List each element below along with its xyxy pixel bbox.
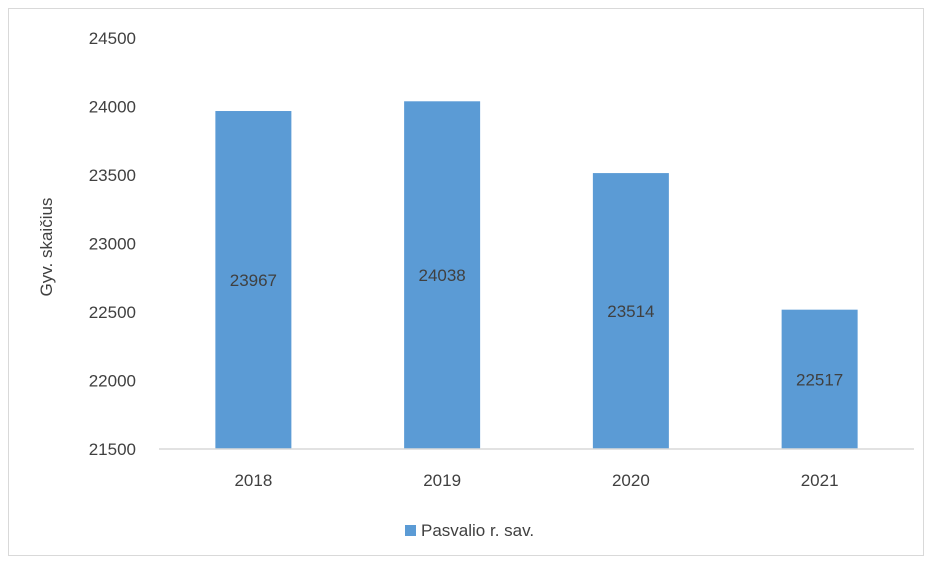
legend-label-pasvalio: Pasvalio r. sav. [421,521,534,540]
legend-swatch [405,525,416,536]
y-tick-label: 21500 [89,440,136,459]
x-tick-label-2018: 2018 [234,471,272,490]
bars: 23967 24038 23514 22517 [215,101,858,450]
x-axis-ticks: 2018 2019 2020 2021 [234,471,838,490]
y-tick-label: 24000 [89,98,136,117]
y-tick-label: 24500 [89,29,136,48]
y-tick-label: 23500 [89,166,136,185]
y-tick-label: 22000 [89,372,136,391]
bar-2021 [781,309,858,449]
bar-2018 [215,111,292,450]
y-axis-ticks: 21500 22000 22500 23000 23500 24000 24500 [89,29,136,459]
y-tick-label: 23000 [89,235,136,254]
data-label-2021: 22517 [796,370,843,389]
bar-2019 [404,101,481,449]
legend: Pasvalio r. sav. [405,521,534,540]
x-tick-label-2020: 2020 [612,471,650,490]
x-tick-label-2021: 2021 [801,471,839,490]
x-tick-label-2019: 2019 [423,471,461,490]
data-label-2020: 23514 [607,302,654,321]
data-label-2019: 24038 [418,266,465,285]
bar-2020 [592,173,669,449]
data-label-2018: 23967 [230,271,277,290]
y-tick-label: 22500 [89,303,136,322]
y-axis-label: Gyv. skaičius [37,198,56,297]
